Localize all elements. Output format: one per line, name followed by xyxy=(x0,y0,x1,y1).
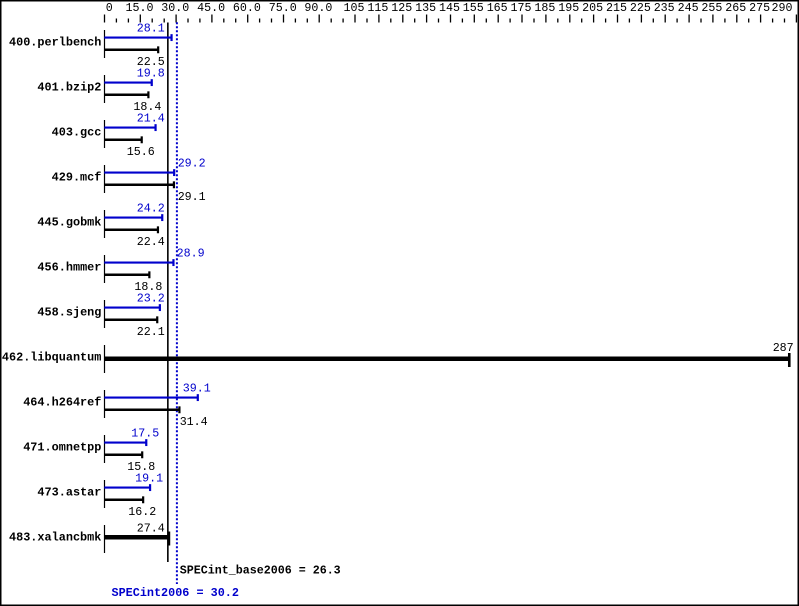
svg-text:403.gcc: 403.gcc xyxy=(52,125,102,139)
svg-text:16.2: 16.2 xyxy=(128,505,156,519)
svg-text:22.4: 22.4 xyxy=(137,235,165,249)
svg-text:18.8: 18.8 xyxy=(134,280,162,294)
svg-text:15.8: 15.8 xyxy=(127,460,155,474)
svg-text:19.8: 19.8 xyxy=(137,66,165,80)
svg-text:19.1: 19.1 xyxy=(135,471,163,485)
svg-text:45.0: 45.0 xyxy=(197,1,225,15)
svg-text:60.0: 60.0 xyxy=(233,1,261,15)
svg-text:185: 185 xyxy=(534,1,555,15)
svg-text:265: 265 xyxy=(725,1,746,15)
svg-text:17.5: 17.5 xyxy=(131,426,159,440)
svg-text:28.1: 28.1 xyxy=(137,21,165,35)
svg-text:145: 145 xyxy=(439,1,460,15)
svg-text:464.h264ref: 464.h264ref xyxy=(23,395,101,409)
svg-text:462.libquantum: 462.libquantum xyxy=(2,350,102,364)
svg-text:290: 290 xyxy=(772,1,793,15)
svg-text:401.bzip2: 401.bzip2 xyxy=(37,80,101,94)
svg-text:125: 125 xyxy=(391,1,412,15)
svg-text:90.0: 90.0 xyxy=(304,1,332,15)
svg-text:235: 235 xyxy=(654,1,675,15)
svg-text:245: 245 xyxy=(678,1,699,15)
svg-text:29.2: 29.2 xyxy=(178,156,206,170)
svg-text:SPECint_base2006 = 26.3: SPECint_base2006 = 26.3 xyxy=(180,564,341,578)
svg-text:21.4: 21.4 xyxy=(137,111,165,125)
svg-text:458.sjeng: 458.sjeng xyxy=(37,305,101,319)
svg-text:115: 115 xyxy=(367,1,388,15)
svg-text:165: 165 xyxy=(487,1,508,15)
svg-text:29.1: 29.1 xyxy=(178,190,206,204)
svg-text:225: 225 xyxy=(630,1,651,15)
svg-text:483.xalancbmk: 483.xalancbmk xyxy=(9,530,101,544)
svg-text:0: 0 xyxy=(106,1,113,15)
svg-text:18.4: 18.4 xyxy=(133,100,161,114)
svg-text:15.0: 15.0 xyxy=(126,1,154,15)
svg-text:215: 215 xyxy=(606,1,627,15)
svg-text:22.5: 22.5 xyxy=(137,55,165,69)
svg-text:445.gobmk: 445.gobmk xyxy=(37,215,101,229)
svg-text:473.astar: 473.astar xyxy=(37,485,101,499)
svg-text:22.1: 22.1 xyxy=(137,325,165,339)
svg-text:205: 205 xyxy=(582,1,603,15)
svg-text:24.2: 24.2 xyxy=(137,201,165,215)
svg-text:135: 135 xyxy=(415,1,436,15)
svg-text:31.4: 31.4 xyxy=(180,415,208,429)
svg-text:105: 105 xyxy=(344,1,365,15)
svg-text:275: 275 xyxy=(749,1,770,15)
svg-text:456.hmmer: 456.hmmer xyxy=(37,260,101,274)
svg-text:15.6: 15.6 xyxy=(127,145,155,159)
svg-text:429.mcf: 429.mcf xyxy=(52,170,102,184)
svg-text:255: 255 xyxy=(701,1,722,15)
svg-text:39.1: 39.1 xyxy=(183,381,211,395)
svg-text:27.4: 27.4 xyxy=(137,522,165,536)
svg-text:400.perlbench: 400.perlbench xyxy=(9,35,101,49)
svg-text:28.9: 28.9 xyxy=(177,246,205,260)
svg-text:195: 195 xyxy=(558,1,579,15)
svg-text:287: 287 xyxy=(773,341,794,355)
svg-text:SPECint2006 = 30.2: SPECint2006 = 30.2 xyxy=(112,586,239,600)
svg-text:175: 175 xyxy=(511,1,532,15)
svg-text:23.2: 23.2 xyxy=(137,291,165,305)
svg-text:75.0: 75.0 xyxy=(269,1,297,15)
svg-text:30.0: 30.0 xyxy=(161,1,189,15)
svg-text:471.omnetpp: 471.omnetpp xyxy=(23,440,101,454)
svg-text:155: 155 xyxy=(463,1,484,15)
